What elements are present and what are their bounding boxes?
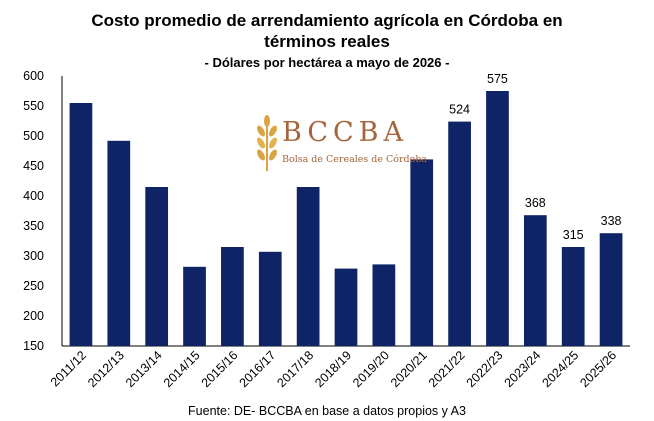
x-tick-label: 2015/16: [199, 348, 241, 390]
x-tick-label: 2019/20: [350, 348, 392, 390]
wheat-icon: [257, 115, 277, 171]
bar-2022-23: [486, 91, 509, 346]
x-tick-label: 2018/19: [312, 348, 354, 390]
x-tick-label: 2013/14: [123, 348, 165, 390]
bar-2017-18: [296, 187, 320, 346]
y-tick-label: 600: [23, 69, 44, 83]
logo-name: BCCBA: [282, 117, 408, 148]
y-tick-label: 450: [23, 159, 44, 173]
bar-2023-24: [523, 215, 547, 346]
data-label: 524: [449, 103, 470, 117]
bar-2024-25: [561, 247, 585, 346]
bar-2025-26: [599, 233, 623, 346]
x-tick-label: 2025/26: [577, 348, 619, 390]
y-tick-label: 200: [23, 309, 44, 323]
x-tick-label: 2011/12: [48, 348, 89, 389]
bar-2018-19: [334, 268, 358, 346]
y-tick-label: 550: [23, 99, 44, 113]
bar-2015-16: [221, 247, 244, 346]
chart-title-line1: Costo promedio de arrendamiento agrícola…: [91, 11, 563, 30]
bccba-logo: BCCBA Bolsa de Cereales de Córdoba: [252, 113, 427, 177]
x-tick-label: 2014/15: [161, 348, 203, 390]
y-tick-label: 500: [23, 129, 44, 143]
y-tick-label: 150: [23, 339, 44, 353]
data-label: 315: [563, 228, 584, 242]
y-tick-label: 250: [23, 279, 44, 293]
x-tick-label: 2016/17: [237, 348, 279, 390]
y-tick-label: 350: [23, 219, 44, 233]
x-tick-label: 2020/21: [388, 348, 430, 390]
chart-title-line2: términos reales: [264, 32, 390, 51]
data-label: 368: [525, 196, 546, 210]
bar-2016-17: [258, 251, 282, 346]
chart-subtitle: - Dólares por hectárea a mayo de 2026 -: [204, 55, 450, 70]
y-tick-label: 300: [23, 249, 44, 263]
logo-subtitle: Bolsa de Cereales de Córdoba: [282, 154, 428, 165]
bar-2011-12: [69, 103, 93, 346]
bar-2019-20: [372, 264, 396, 346]
bar-2020-21: [410, 159, 434, 346]
x-tick-label: 2021/22: [426, 348, 468, 390]
y-tick-label: 400: [23, 189, 44, 203]
x-tick-label: 2023/24: [502, 348, 544, 390]
bar-2013-14: [145, 187, 169, 346]
data-label: 575: [487, 72, 508, 86]
x-tick-label: 2017/18: [274, 348, 316, 390]
x-tick-label: 2022/23: [464, 348, 506, 390]
data-label: 338: [601, 214, 622, 228]
x-tick-label: 2012/13: [85, 348, 127, 390]
bar-2014-15: [183, 266, 206, 346]
bar-2012-13: [107, 140, 131, 346]
x-tick-label: 2024/25: [539, 348, 581, 390]
bar-2021-22: [448, 121, 471, 346]
chart-source: Fuente: DE- BCCBA en base a datos propio…: [188, 404, 466, 418]
